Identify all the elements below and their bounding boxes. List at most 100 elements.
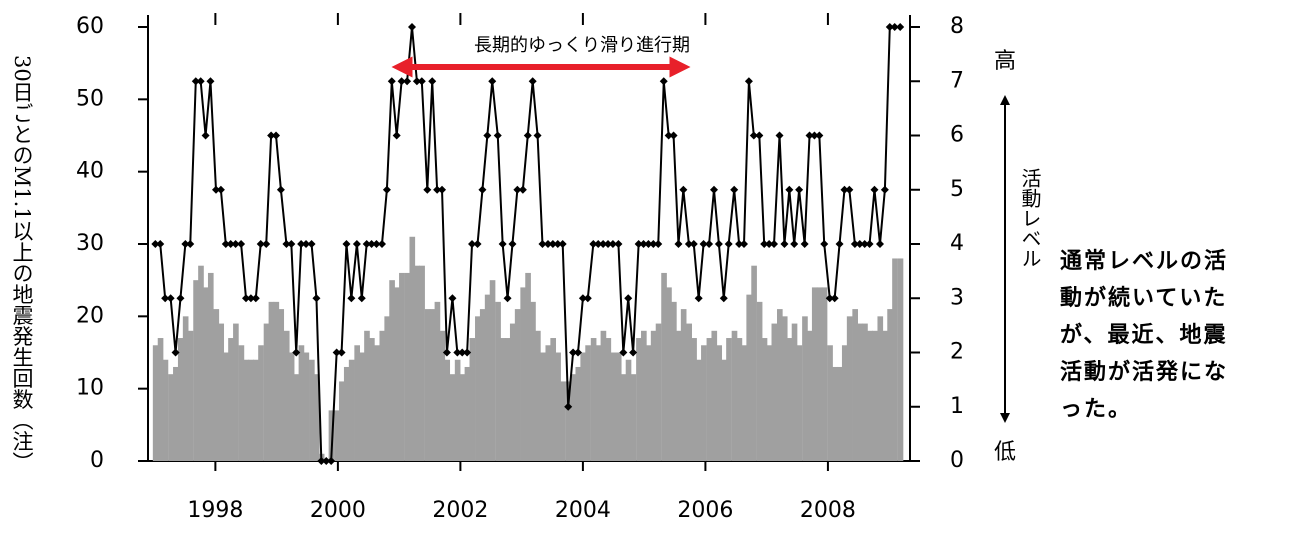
- marker: [186, 240, 195, 248]
- bar: [731, 330, 738, 461]
- y-tick-label: 20: [76, 303, 104, 328]
- marker: [166, 294, 175, 303]
- marker: [216, 185, 225, 194]
- marker: [855, 240, 864, 248]
- bar: [550, 338, 557, 461]
- bar: [852, 309, 858, 461]
- marker: [387, 77, 396, 86]
- marker: [267, 131, 276, 140]
- marker: [352, 240, 361, 248]
- bar: [479, 309, 486, 461]
- marker: [830, 294, 839, 303]
- y-axis-label: 30日ごとのM1.1以上の地震発生回数（注）: [10, 55, 34, 473]
- bar: [409, 236, 416, 461]
- marker: [237, 240, 246, 248]
- marker: [840, 185, 849, 194]
- bar: [359, 352, 365, 461]
- marker: [896, 23, 905, 31]
- bar: [641, 330, 647, 461]
- bar: [182, 316, 189, 461]
- marker: [498, 240, 507, 248]
- bar: [771, 323, 778, 461]
- note-line: 動が続いていた: [1060, 285, 1227, 311]
- marker: [528, 77, 537, 86]
- y2-tick-label: 5: [950, 177, 964, 202]
- bar: [193, 280, 199, 461]
- bar: [414, 265, 421, 461]
- bar: [238, 345, 245, 461]
- marker: [543, 240, 552, 248]
- marker: [705, 240, 714, 248]
- bar: [334, 410, 340, 461]
- bar: [882, 330, 889, 461]
- bar: [821, 287, 828, 461]
- marker: [689, 240, 698, 248]
- marker: [508, 240, 517, 248]
- bar: [636, 338, 642, 461]
- marker: [825, 294, 834, 303]
- bar: [343, 366, 350, 461]
- marker: [256, 240, 265, 248]
- bar: [464, 366, 471, 461]
- bar: [419, 265, 425, 461]
- marker: [845, 185, 854, 194]
- bar: [168, 374, 174, 461]
- marker: [226, 240, 235, 248]
- marker: [749, 131, 758, 140]
- note-line: った。: [1060, 397, 1132, 422]
- bar: [525, 272, 531, 461]
- marker: [458, 348, 467, 357]
- marker: [176, 294, 185, 303]
- bar: [439, 330, 446, 461]
- bar: [228, 338, 234, 461]
- y2-high-label: 高: [994, 49, 1016, 74]
- bar: [605, 338, 612, 461]
- y-tick-label: 50: [76, 86, 104, 111]
- bar: [248, 359, 255, 461]
- bar: [786, 338, 793, 461]
- marker: [473, 240, 482, 248]
- bar: [796, 345, 803, 461]
- bar: [716, 345, 723, 461]
- marker: [488, 77, 497, 86]
- bar: [807, 330, 813, 461]
- marker: [810, 131, 819, 140]
- bar: [162, 359, 169, 461]
- marker: [231, 240, 240, 248]
- bar: [827, 345, 833, 461]
- bar: [505, 338, 511, 461]
- marker: [800, 240, 809, 248]
- bar: [777, 309, 783, 461]
- marker: [161, 294, 170, 303]
- bar: [701, 345, 707, 461]
- marker: [438, 185, 447, 194]
- marker: [684, 240, 693, 248]
- bar: [630, 374, 637, 461]
- marker: [699, 240, 708, 248]
- marker: [649, 240, 658, 248]
- y-tick-label: 40: [76, 159, 104, 184]
- bar: [207, 272, 214, 461]
- bar: [887, 309, 893, 461]
- bar: [444, 359, 451, 461]
- marker: [523, 131, 532, 140]
- bar: [293, 374, 300, 461]
- bar: [373, 345, 380, 461]
- bar: [675, 330, 682, 461]
- bar: [666, 287, 672, 461]
- marker: [614, 240, 623, 248]
- marker: [372, 240, 381, 248]
- marker: [262, 240, 271, 248]
- marker: [719, 294, 728, 303]
- bar: [283, 330, 290, 461]
- marker: [332, 348, 341, 357]
- marker: [297, 240, 306, 248]
- bar: [469, 338, 476, 461]
- marker: [513, 185, 522, 194]
- marker: [780, 240, 789, 248]
- marker: [347, 294, 356, 303]
- marker: [674, 240, 683, 248]
- bar: [489, 280, 496, 461]
- bar: [862, 323, 868, 461]
- bar: [539, 352, 546, 461]
